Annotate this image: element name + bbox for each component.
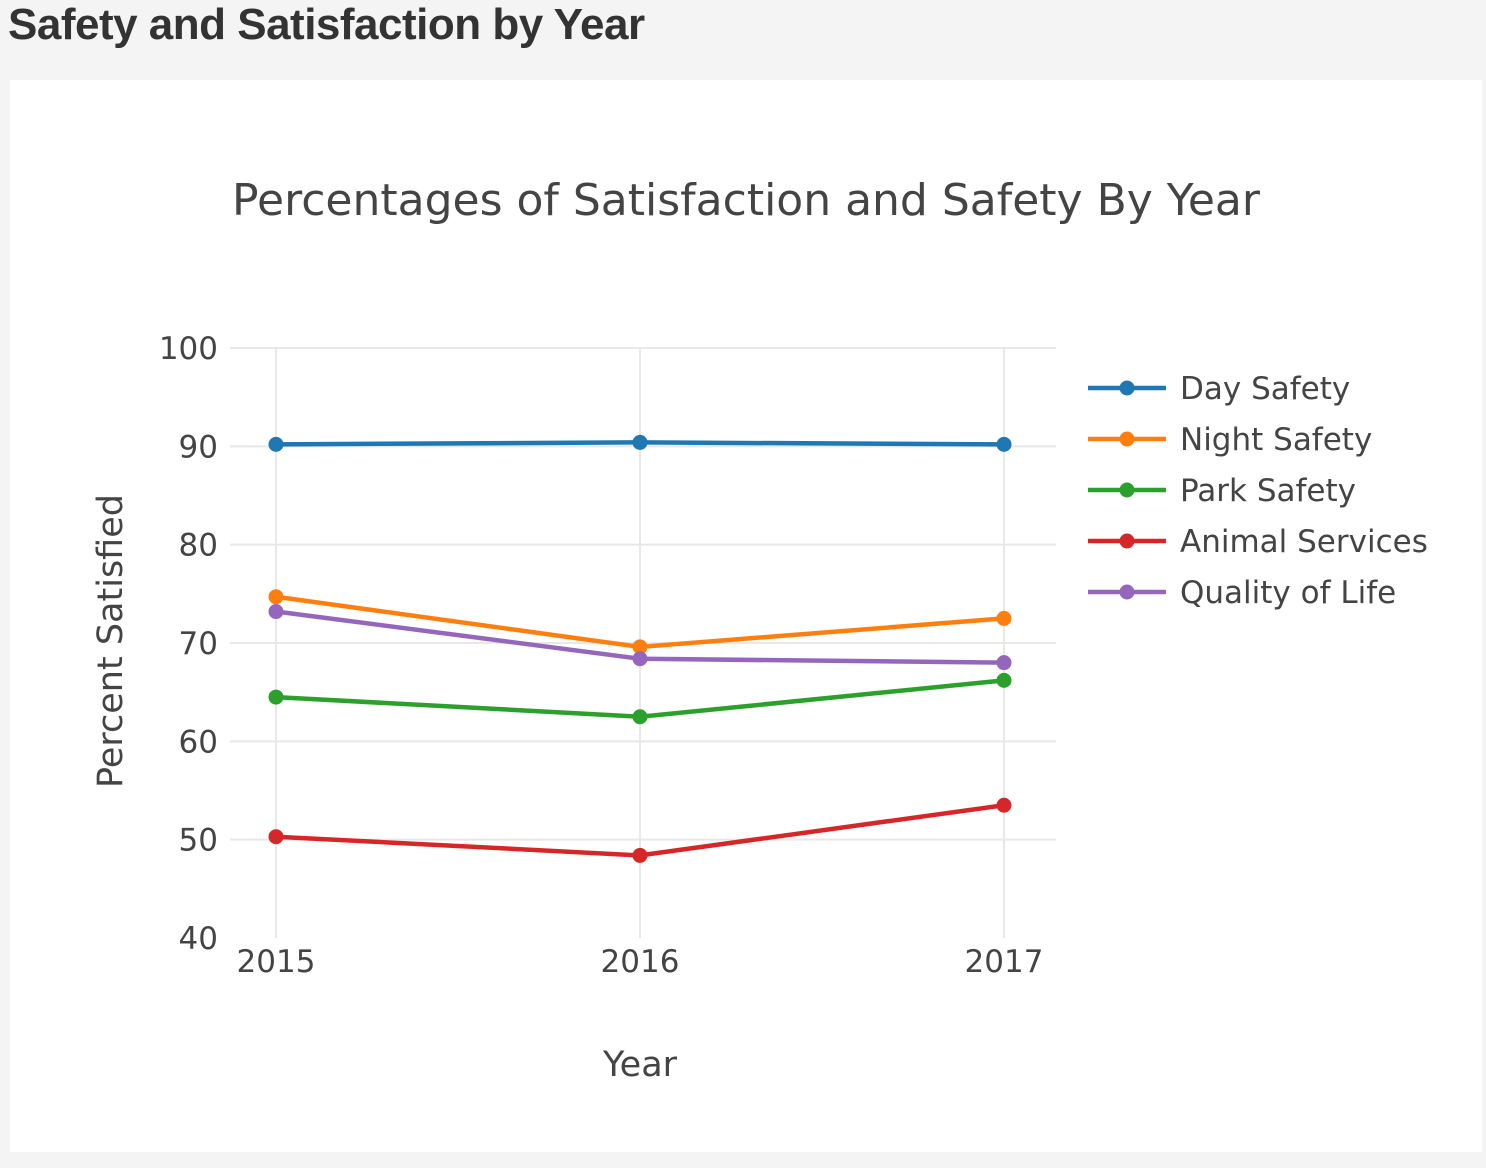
legend-swatch-marker [1119, 380, 1135, 396]
data-point[interactable] [632, 709, 648, 725]
x-axis-ticks: 2015 2016 2017 [237, 944, 1044, 980]
data-point[interactable] [996, 655, 1012, 671]
data-point[interactable] [996, 436, 1012, 452]
legend-swatch-marker [1119, 482, 1135, 498]
data-point[interactable] [996, 610, 1012, 626]
x-axis-title: Year [602, 1045, 678, 1085]
legend-item[interactable]: Park Safety [1088, 473, 1356, 509]
legend-label: Park Safety [1180, 473, 1356, 509]
legend-label: Night Safety [1180, 422, 1372, 458]
y-tick-label: 50 [179, 823, 218, 859]
legend-swatch-marker [1119, 533, 1135, 549]
series-day-safety[interactable] [268, 434, 1012, 452]
data-point[interactable] [632, 847, 648, 863]
y-axis-title: Percent Satisfied [91, 494, 131, 788]
data-point[interactable] [268, 589, 284, 605]
series-park-safety[interactable] [268, 672, 1012, 725]
data-point[interactable] [632, 434, 648, 450]
data-point[interactable] [268, 689, 284, 705]
legend-item[interactable]: Quality of Life [1088, 575, 1396, 611]
data-point[interactable] [268, 436, 284, 452]
y-tick-label: 70 [179, 626, 218, 662]
x-tick-label: 2017 [965, 944, 1044, 980]
y-tick-label: 40 [179, 921, 218, 957]
chart-panel: Percentages of Satisfaction and Safety B… [10, 80, 1482, 1152]
series-quality-of-life[interactable] [268, 604, 1012, 671]
legend[interactable]: Day Safety Night Safety Park Safety Animal … [1088, 371, 1428, 611]
legend-label: Quality of Life [1180, 575, 1396, 611]
series-layer [268, 434, 1012, 863]
legend-item[interactable]: Night Safety [1088, 422, 1372, 458]
data-point[interactable] [268, 604, 284, 620]
y-tick-label: 80 [179, 528, 218, 564]
data-point[interactable] [632, 639, 648, 655]
y-tick-label: 60 [179, 724, 218, 760]
y-axis-ticks: 40 50 60 70 80 90 100 [159, 331, 218, 957]
y-tick-label: 100 [159, 331, 218, 367]
series-night-safety[interactable] [268, 589, 1012, 655]
data-point[interactable] [632, 651, 648, 667]
page-heading: Safety and Satisfaction by Year [8, 0, 645, 49]
line-chart: Percentages of Satisfaction and Safety B… [91, 175, 1428, 1085]
x-tick-label: 2015 [237, 944, 316, 980]
data-point[interactable] [268, 829, 284, 845]
legend-label: Day Safety [1180, 371, 1350, 407]
data-point[interactable] [996, 797, 1012, 813]
legend-swatch-marker [1119, 431, 1135, 447]
legend-item[interactable]: Day Safety [1088, 371, 1350, 407]
legend-swatch-marker [1119, 584, 1135, 600]
legend-item[interactable]: Animal Services [1088, 524, 1428, 560]
chart-title: Percentages of Satisfaction and Safety B… [232, 175, 1261, 226]
legend-label: Animal Services [1180, 524, 1428, 560]
series-animal-services[interactable] [268, 797, 1012, 863]
y-tick-label: 90 [179, 429, 218, 465]
x-tick-label: 2016 [601, 944, 680, 980]
data-point[interactable] [996, 672, 1012, 688]
